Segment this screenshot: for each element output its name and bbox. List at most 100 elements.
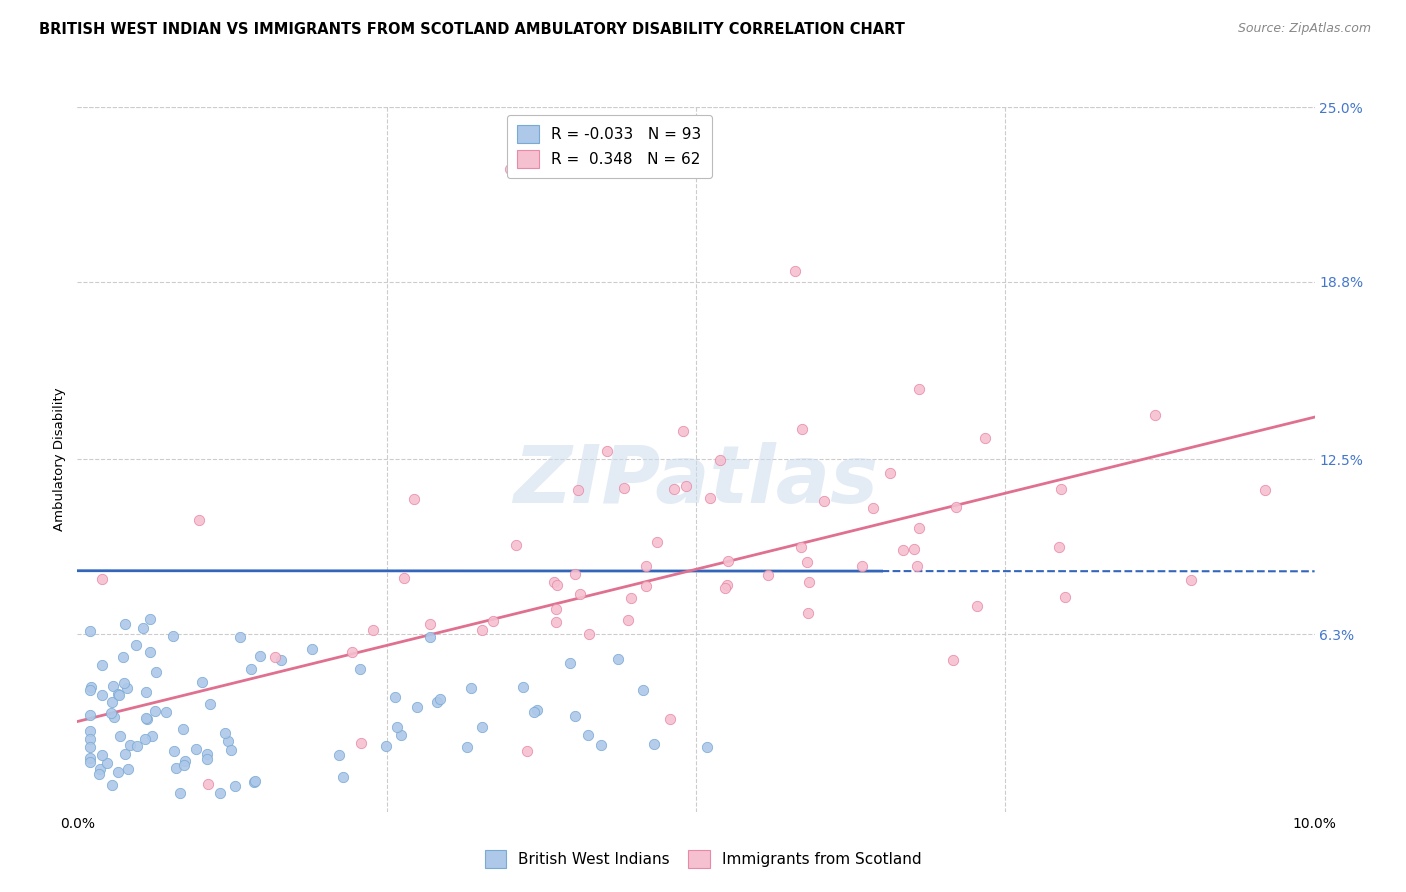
Point [790, 422, 813, 436]
Point [165, 761, 187, 775]
Point [375, 739, 398, 753]
Point [228, 630, 250, 644]
Point [1047, 541, 1070, 555]
Point [797, 606, 820, 620]
Point [107, 764, 129, 779]
Point [135, 711, 157, 725]
Point [546, 615, 568, 630]
Point [263, 650, 285, 665]
Point [224, 779, 246, 793]
Point [481, 615, 503, 629]
Point [79, 740, 101, 755]
Point [162, 629, 184, 643]
Point [1254, 483, 1277, 498]
Text: ZIPatlas: ZIPatlas [513, 442, 879, 519]
Point [974, 431, 997, 445]
Point [195, 752, 218, 766]
Point [567, 483, 589, 497]
Point [134, 731, 156, 746]
Point [672, 424, 695, 438]
Point [101, 695, 124, 709]
Point [643, 737, 665, 751]
Point [578, 627, 600, 641]
Point [155, 705, 177, 719]
Point [174, 754, 197, 768]
Point [101, 679, 124, 693]
Point [617, 613, 640, 627]
Point [270, 653, 292, 667]
Point [945, 500, 967, 514]
Point [589, 738, 612, 752]
Point [456, 739, 478, 754]
Point [797, 575, 820, 590]
Text: BRITISH WEST INDIAN VS IMMIGRANTS FROM SCOTLAND AMBULATORY DISABILITY CORRELATIO: BRITISH WEST INDIAN VS IMMIGRANTS FROM S… [39, 22, 905, 37]
Point [647, 535, 669, 549]
Point [1144, 408, 1167, 422]
Point [139, 612, 162, 626]
Point [576, 728, 599, 742]
Text: Source: ZipAtlas.com: Source: ZipAtlas.com [1237, 22, 1371, 36]
Point [709, 453, 731, 467]
Point [169, 786, 191, 800]
Point [172, 722, 194, 736]
Point [471, 719, 494, 733]
Point [89, 762, 111, 776]
Point [145, 665, 167, 680]
Point [499, 162, 522, 177]
Point [404, 491, 426, 506]
Point [332, 770, 354, 784]
Point [79, 750, 101, 764]
Point [516, 744, 538, 758]
Point [361, 623, 384, 637]
Point [217, 733, 239, 747]
Point [636, 579, 658, 593]
Point [242, 775, 264, 789]
Point [891, 542, 914, 557]
Point [195, 747, 218, 761]
Point [127, 739, 149, 754]
Point [813, 494, 835, 508]
Point [558, 656, 581, 670]
Legend: R = -0.033   N = 93, R =  0.348   N = 62: R = -0.033 N = 93, R = 0.348 N = 62 [506, 115, 711, 178]
Point [163, 743, 186, 757]
Point [79, 732, 101, 747]
Point [942, 653, 965, 667]
Point [460, 681, 482, 695]
Point [606, 652, 628, 666]
Point [208, 786, 231, 800]
Point [79, 708, 101, 723]
Point [143, 704, 166, 718]
Point [429, 692, 451, 706]
Point [512, 680, 534, 694]
Point [79, 756, 101, 770]
Point [634, 558, 657, 573]
Point [664, 482, 686, 496]
Point [526, 703, 548, 717]
Point [907, 559, 929, 574]
Point [620, 591, 643, 605]
Point [173, 757, 195, 772]
Point [419, 630, 441, 644]
Point [135, 685, 157, 699]
Point [108, 688, 131, 702]
Point [240, 662, 263, 676]
Point [79, 683, 101, 698]
Point [114, 747, 136, 762]
Point [214, 726, 236, 740]
Point [245, 774, 267, 789]
Point [392, 571, 415, 585]
Point [699, 491, 721, 505]
Point [879, 466, 901, 480]
Point [91, 572, 114, 586]
Point [90, 689, 112, 703]
Point [107, 687, 129, 701]
Point [908, 521, 931, 535]
Point [87, 766, 110, 780]
Point [79, 724, 101, 739]
Point [406, 699, 429, 714]
Point [114, 617, 136, 632]
Point [966, 599, 988, 614]
Point [90, 747, 112, 762]
Point [385, 720, 408, 734]
Point [903, 542, 925, 557]
